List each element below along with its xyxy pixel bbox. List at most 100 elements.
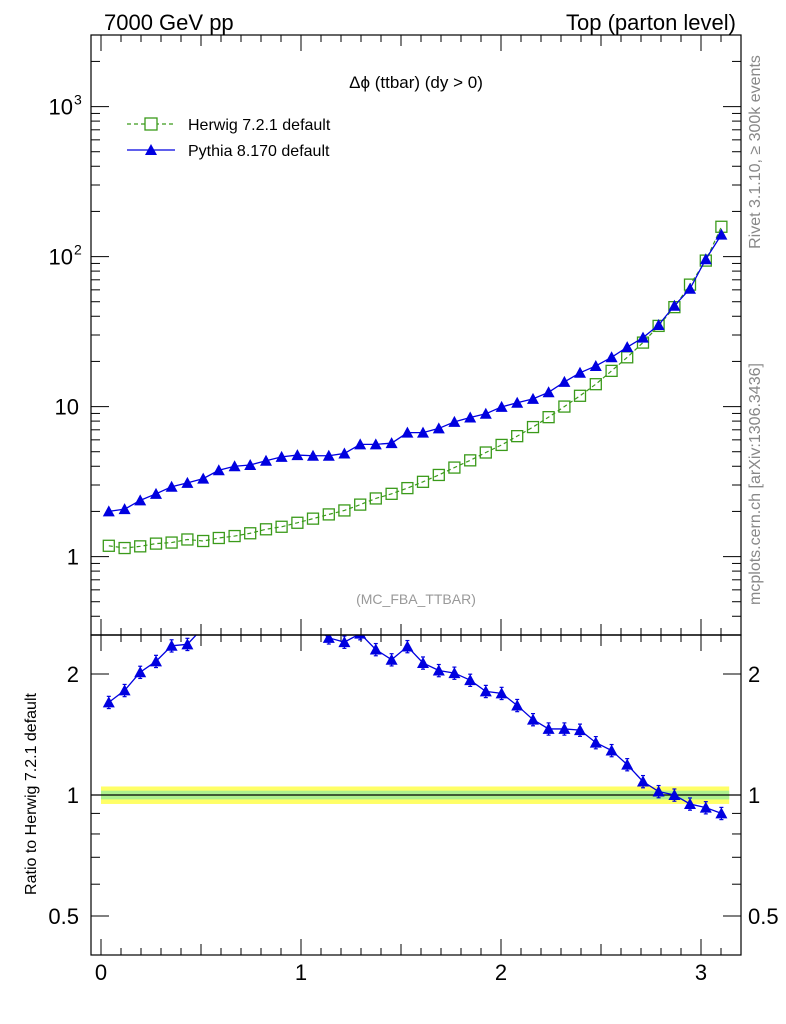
pythia-point: [589, 359, 602, 371]
herwig-point: [464, 454, 477, 467]
x-tick-label: 1: [295, 960, 307, 985]
herwig-point: [573, 389, 587, 402]
pythia-point: [417, 426, 429, 438]
ratio-y-tick-label-left: 2: [67, 662, 79, 687]
herwig-point: [149, 537, 163, 550]
ratio-point: [118, 684, 131, 696]
pythia-point: [181, 476, 194, 488]
pythia-point: [464, 411, 477, 423]
ratio-point: [589, 736, 602, 748]
header-left: 7000 GeV pp: [104, 10, 234, 35]
pythia-point: [527, 392, 539, 404]
pythia-line: [108, 234, 722, 513]
ratio-point: [684, 797, 696, 809]
herwig-point: [244, 527, 257, 540]
herwig-point: [181, 533, 194, 546]
ratio-point: [369, 643, 382, 655]
x-tick-label: 2: [495, 960, 507, 985]
chart-title: Δϕ (ttbar) (dy > 0): [349, 73, 483, 92]
pythia-point: [558, 375, 571, 387]
pythia-point: [354, 438, 367, 450]
ratio-point: [401, 640, 414, 652]
ratio-y-tick-label-right: 0.5: [748, 904, 779, 929]
ratio-point: [134, 666, 147, 678]
main-y-tick-label: 10: [49, 245, 73, 270]
ratio-point: [197, 621, 209, 632]
pythia-point: [102, 505, 115, 517]
ratio-point: [558, 722, 571, 734]
ratio-pythia-series: [102, 607, 728, 821]
main-y-tick-label: 1: [67, 545, 79, 570]
ratio-point: [354, 635, 367, 639]
herwig-point: [479, 446, 492, 459]
ratio-point: [181, 638, 194, 650]
pythia-point: [448, 415, 461, 427]
header-right: Top (parton level): [566, 10, 736, 35]
herwig-point: [558, 400, 571, 413]
herwig-point: [542, 411, 555, 424]
pythia-point: [134, 494, 147, 506]
herwig-point: [495, 438, 508, 452]
ratio-point: [150, 655, 162, 667]
ratio-series-group: [102, 607, 728, 821]
legend-pythia-marker: [145, 144, 157, 155]
herwig-point: [275, 520, 288, 533]
ratio-point: [307, 620, 319, 631]
ratio-point: [574, 724, 586, 736]
herwig-point: [259, 523, 273, 536]
pythia-point: [150, 487, 162, 499]
pythia-point: [401, 426, 414, 438]
ratio-point: [213, 607, 225, 618]
pythia-point: [244, 458, 257, 470]
herwig-line: [108, 226, 722, 549]
herwig-point: [322, 508, 335, 521]
pythia-point: [197, 472, 210, 484]
herwig-point: [197, 534, 210, 548]
main-y-tick-exponent: 3: [74, 92, 82, 108]
legend-herwig-marker: [144, 117, 158, 131]
herwig-point: [354, 498, 367, 511]
pythia-point: [228, 460, 241, 472]
pythia-series: [102, 228, 728, 517]
herwig-point: [385, 487, 398, 500]
pythia-point: [479, 407, 492, 419]
herwig-point: [165, 536, 178, 549]
pythia-point: [542, 386, 555, 398]
herwig-point: [228, 529, 241, 543]
pythia-point: [118, 503, 131, 515]
herwig-point: [291, 516, 304, 529]
herwig-point: [432, 468, 445, 482]
ratio-ylabel: Ratio to Herwig 7.2.1 default: [23, 693, 40, 895]
pythia-point: [684, 282, 696, 294]
herwig-point: [306, 512, 320, 525]
ratio-y-tick-label-left: 1: [67, 783, 79, 808]
ratio-point: [715, 807, 728, 819]
pythia-point: [715, 228, 728, 240]
x-tick-label: 0: [95, 960, 107, 985]
ratio-point: [417, 656, 429, 668]
ratio-point: [527, 713, 539, 725]
pythia-point: [495, 400, 508, 412]
rivet-label: Rivet 3.1.10, ≥ 300k events: [747, 55, 764, 249]
ratio-y-tick-label-right: 1: [748, 783, 760, 808]
herwig-point: [589, 378, 602, 391]
ratio-point: [338, 636, 351, 648]
ratio-point: [432, 664, 445, 676]
ratio-point: [652, 785, 665, 797]
ratio-point: [291, 607, 303, 618]
pythia-point: [637, 331, 649, 343]
main-y-tick-label: 10: [49, 95, 73, 120]
herwig-point: [605, 364, 618, 378]
ratio-point: [495, 687, 508, 699]
pythia-point: [291, 449, 304, 461]
ratio-point: [385, 653, 398, 665]
herwig-point: [118, 541, 131, 555]
pythia-point: [307, 449, 319, 461]
herwig-point: [448, 461, 461, 474]
pythia-point: [511, 396, 524, 408]
ratio-point: [448, 667, 461, 679]
ratio-point: [102, 696, 115, 708]
ratio-line: [108, 635, 722, 815]
